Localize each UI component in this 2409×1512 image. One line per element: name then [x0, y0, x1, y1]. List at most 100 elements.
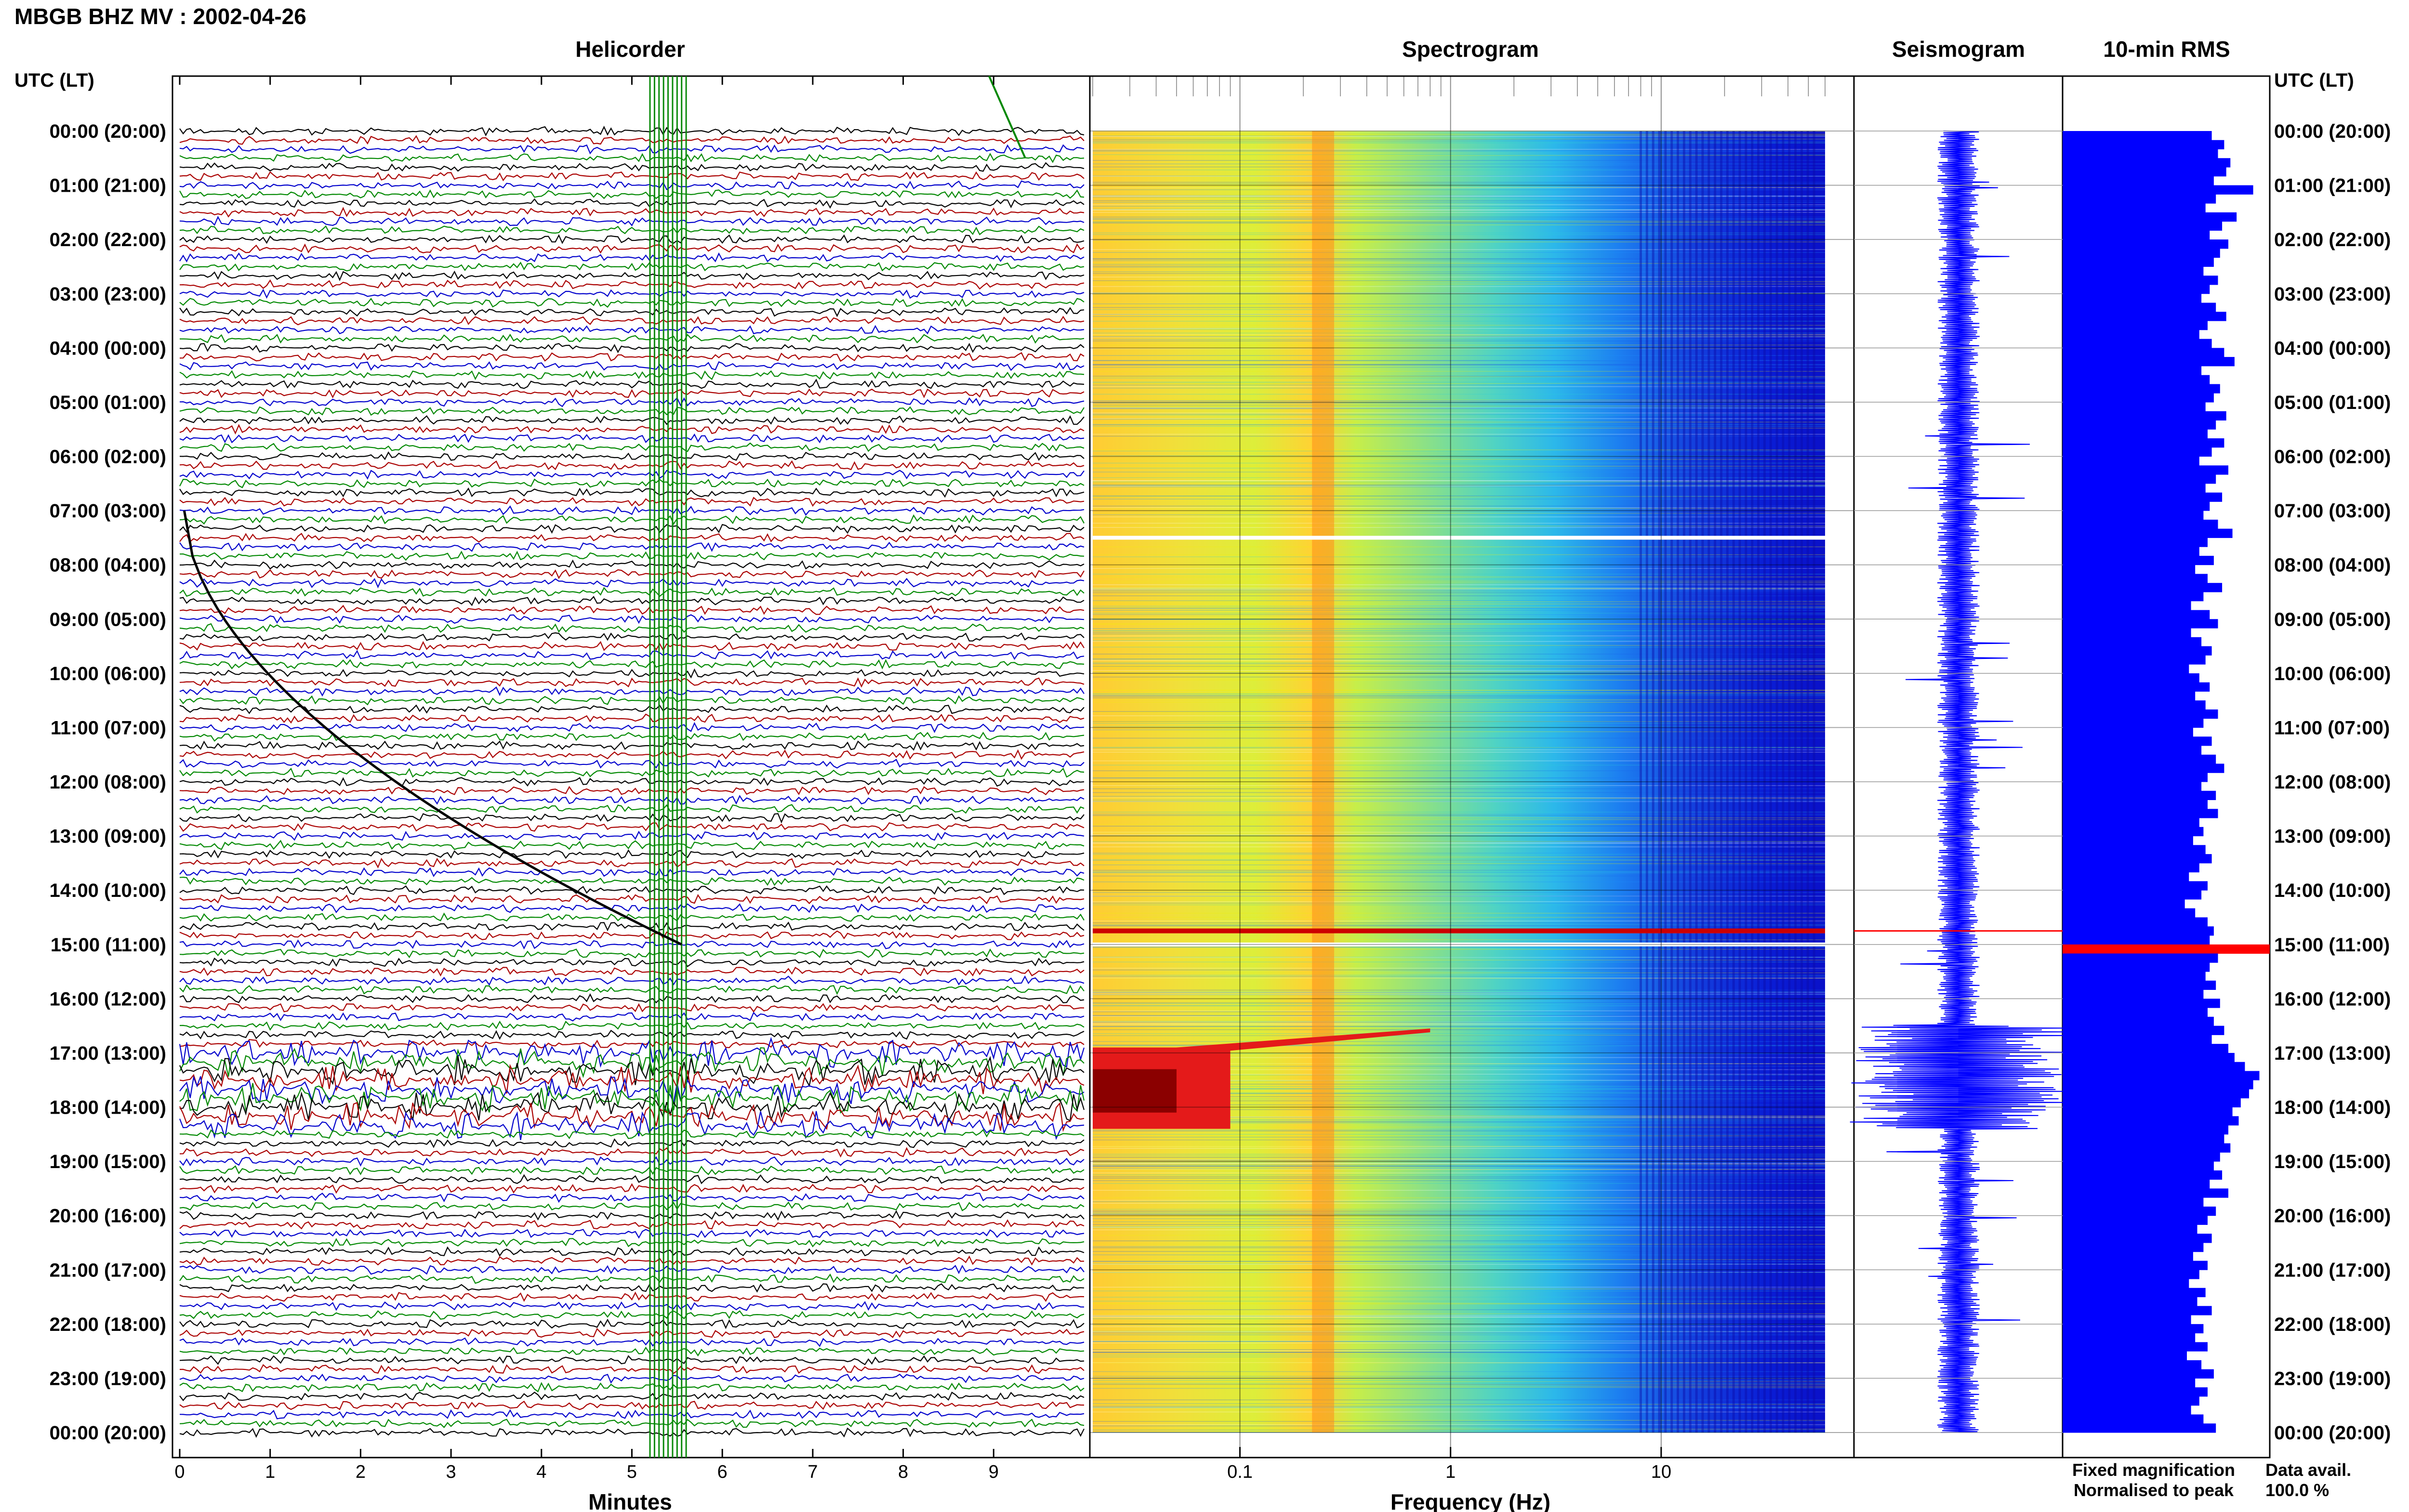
rms-bar — [2063, 176, 2214, 186]
helicorder-trace-line — [179, 1381, 1085, 1393]
helicorder-trace-line — [179, 289, 1085, 299]
helicorder-trace-line — [179, 352, 1085, 362]
helicorder-trace-line — [179, 659, 1085, 670]
helicorder-trace-line — [179, 1419, 1085, 1428]
helicorder-trace-line — [179, 876, 1085, 886]
rms-bar — [2063, 465, 2228, 475]
rms-bar — [2063, 212, 2237, 222]
helicorder-trace-line — [179, 1364, 1085, 1374]
helicorder-trace-line — [179, 722, 1085, 733]
helicorder-trace-line — [179, 1238, 1085, 1248]
rms-bar — [2063, 818, 2199, 828]
rms-bar — [2063, 511, 2204, 520]
helicorder-trace-line — [179, 1228, 1085, 1239]
helicorder-trace-line — [179, 1075, 1085, 1105]
helicorder-trace-line — [179, 1156, 1085, 1167]
rms-bar — [2063, 1062, 2245, 1071]
helicorder-trace-line — [179, 867, 1085, 877]
rms-bar — [2063, 357, 2235, 367]
helicorder-trace-line — [179, 524, 1085, 534]
rms-bar — [2063, 321, 2208, 330]
rms-bar — [2063, 682, 2210, 692]
rms-bar — [2063, 1279, 2189, 1288]
rms-bar — [2063, 149, 2218, 158]
helicorder-trace-line — [179, 1210, 1085, 1221]
helicorder-trace-line — [179, 767, 1085, 778]
rms-bar — [2063, 1089, 2249, 1099]
rms-bar — [2063, 140, 2224, 150]
helicorder-trace-line — [179, 171, 1085, 182]
rms-bar — [2063, 836, 2193, 845]
helicorder-trace-line — [179, 433, 1085, 444]
helicorder-trace-line — [179, 307, 1085, 317]
helicorder-xlabel: Minutes — [588, 1489, 672, 1512]
helicorder-trace-line — [179, 1047, 1085, 1078]
helicorder-trace-line — [179, 189, 1085, 199]
spectrogram-x-tick-label: 10 — [1651, 1462, 1671, 1482]
helicorder-trace-line — [179, 497, 1085, 507]
rms-bar — [2063, 375, 2210, 384]
rms-bar — [2063, 574, 2208, 583]
helicorder-trace-line — [179, 749, 1085, 760]
time-label-left: 15:00 (11:00) — [51, 934, 166, 956]
helicorder-trace-line — [179, 379, 1085, 389]
helicorder-trace-line — [179, 822, 1085, 832]
time-label-right: 10:00 (06:00) — [2274, 663, 2391, 684]
rms-bar — [2063, 1098, 2241, 1107]
helicorder-trace-line — [179, 370, 1085, 381]
helicorder-trace-line — [179, 298, 1085, 308]
helicorder-drift-curve — [183, 510, 682, 946]
rms-bar — [2063, 1369, 2214, 1379]
data-availability-value: 100.0 % — [2265, 1480, 2329, 1500]
helicorder-trace-line — [179, 740, 1085, 751]
helicorder-green-curve — [988, 76, 1026, 159]
helicorder-x-tick-label: 5 — [627, 1462, 637, 1482]
rms-bar — [2063, 185, 2253, 195]
rms-bar — [2063, 763, 2224, 773]
helicorder-trace-line — [179, 279, 1085, 290]
rms-bar — [2063, 248, 2220, 258]
rms-bar — [2063, 655, 2206, 665]
rms-bar — [2063, 339, 2212, 348]
rms-bar — [2063, 1052, 2235, 1063]
helicorder-trace-line — [179, 234, 1085, 244]
helicorder-trace-line — [179, 650, 1085, 660]
helicorder-trace-line — [180, 333, 1085, 344]
helicorder-trace-line — [179, 1174, 1085, 1184]
rms-bar — [2063, 827, 2204, 837]
helicorder-x-tick-label: 7 — [807, 1462, 818, 1482]
rms-bar — [2063, 890, 2202, 900]
helicorder-trace-line — [179, 451, 1085, 461]
helicorder-trace-line — [179, 993, 1085, 1004]
rms-bar — [2063, 1026, 2224, 1035]
time-label-right: 00:00 (20:00) — [2274, 121, 2391, 142]
rms-bar — [2063, 528, 2233, 538]
helicorder-trace-line — [179, 975, 1085, 986]
helicorder-x-tick-label: 8 — [898, 1462, 908, 1482]
helicorder-trace-line — [179, 1264, 1085, 1275]
rms-bar — [2063, 1405, 2191, 1415]
time-label-left: 14:00 (10:00) — [50, 880, 166, 901]
helicorder-trace-line — [179, 813, 1085, 824]
time-label-right: 06:00 (02:00) — [2274, 447, 2391, 468]
time-label-left: 01:00 (21:00) — [50, 175, 166, 197]
time-label-right: 12:00 (08:00) — [2274, 772, 2391, 793]
helicorder-trace-line — [179, 144, 1085, 155]
rms-bar — [2063, 411, 2226, 421]
helicorder-trace-line — [179, 759, 1085, 769]
helicorder-trace-line — [179, 804, 1085, 814]
time-label-left: 07:00 (03:00) — [50, 500, 166, 522]
left-axis-label: UTC (LT) — [14, 70, 94, 91]
helicorder-trace-line — [179, 1427, 1085, 1438]
helicorder-trace-line — [179, 885, 1085, 895]
spectrogram-title: Spectrogram — [1402, 37, 1539, 62]
rms-bar — [2063, 384, 2220, 394]
helicorder-trace-line — [179, 207, 1085, 218]
helicorder-trace-line — [179, 686, 1085, 697]
helicorder-trace-line — [179, 1373, 1085, 1384]
helicorder-trace-line — [179, 1183, 1085, 1194]
rms-bar — [2063, 1035, 2212, 1044]
time-label-left: 17:00 (13:00) — [50, 1043, 166, 1064]
helicorder-trace-line — [179, 551, 1085, 561]
